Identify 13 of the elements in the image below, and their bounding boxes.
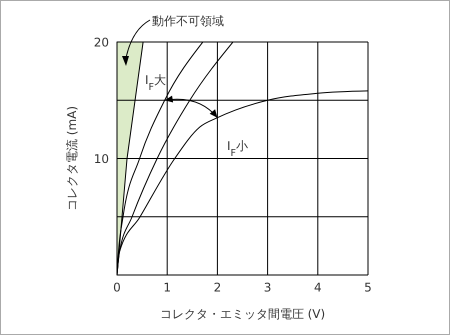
y-tick-label: 10: [94, 152, 109, 166]
x-axis-title: コレクタ・エミッタ間電圧 (V): [160, 307, 326, 321]
annotation: I$_{F}$大: [145, 73, 166, 92]
x-tick-label: 4: [314, 280, 322, 295]
x-tick-label: 1: [163, 280, 172, 295]
x-tick-label: 0: [113, 280, 121, 295]
annotation: I$_{F}$小: [227, 139, 248, 158]
y-axis-title: コレクタ電流 (mA): [65, 106, 79, 212]
x-tick-label: 3: [264, 280, 272, 295]
x-tick-label: 2: [214, 280, 222, 295]
text: 動作不可領域: [152, 14, 224, 28]
x-tick-label: 5: [364, 280, 372, 295]
y-tick-label: 20: [94, 35, 109, 50]
